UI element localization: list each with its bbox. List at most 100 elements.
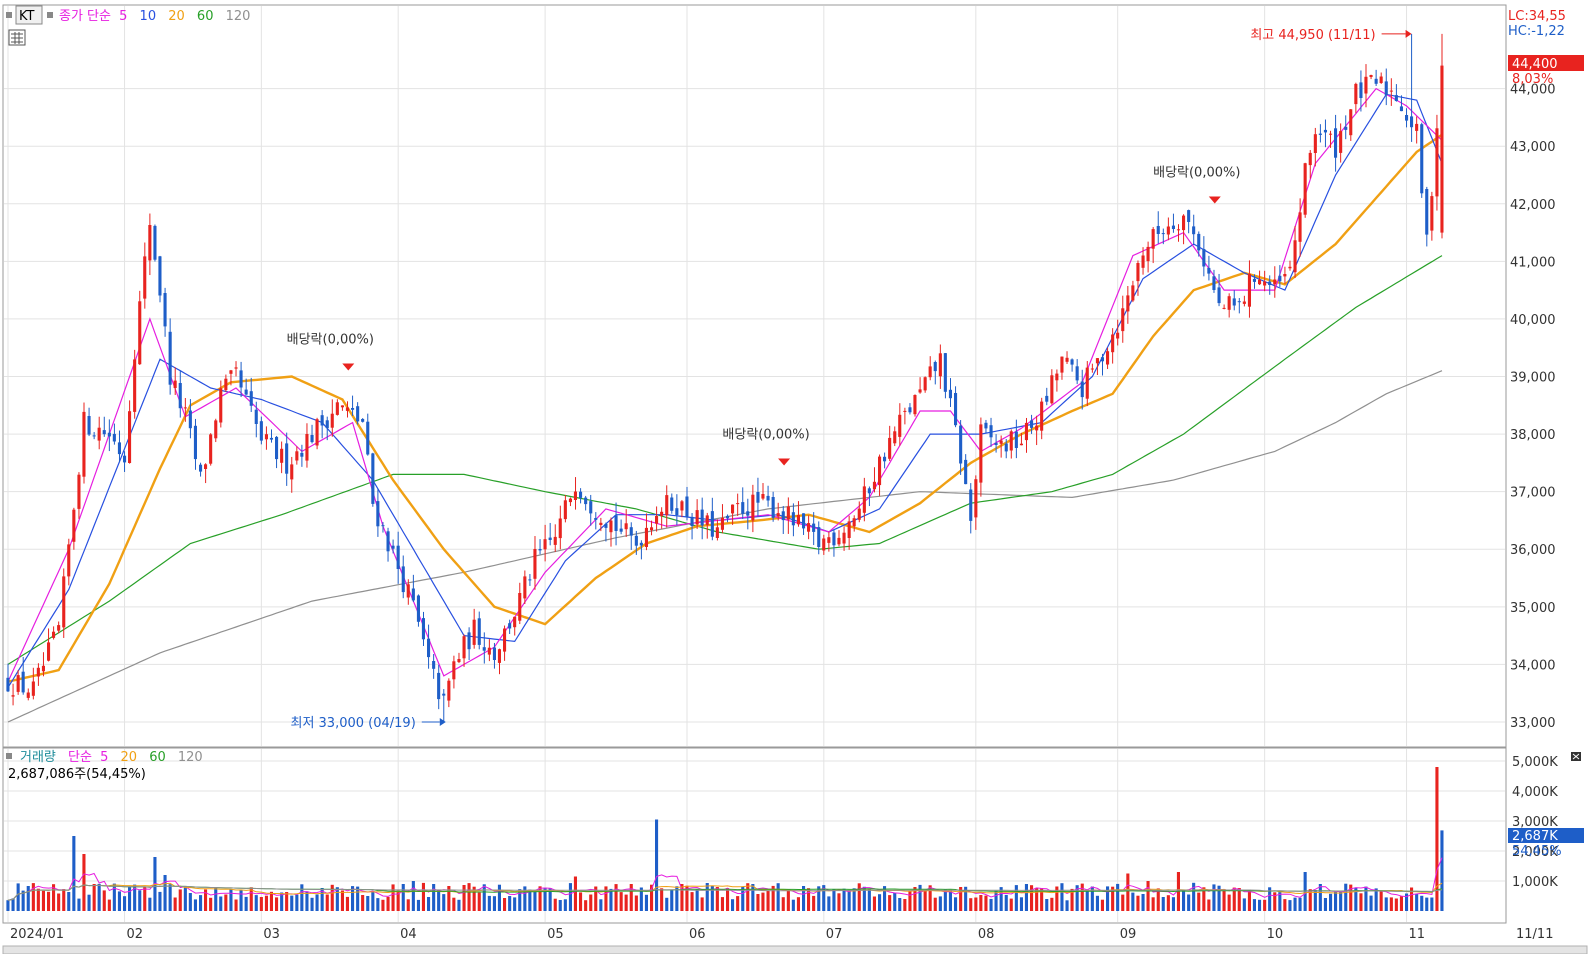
volume-bar: [102, 890, 106, 911]
volume-bar: [452, 897, 456, 911]
candle-body: [741, 502, 745, 514]
volume-bar: [731, 899, 735, 911]
candle-body: [1136, 263, 1140, 282]
volume-bar: [1060, 883, 1064, 911]
candle-body: [386, 531, 390, 552]
candle-body: [295, 451, 299, 461]
volume-bar: [391, 884, 395, 911]
symbol-box[interactable]: [15, 5, 43, 25]
candle-body: [822, 538, 826, 551]
date-axis-labels: 2024/01 02 03 04 05 06 07 08 09 10 11: [10, 927, 1425, 942]
date-tick-label: 2024/01: [10, 927, 64, 942]
candle-body: [234, 367, 238, 369]
svg-text:종가 단순 5 10 20: 종가 단순 5 10 20 60 120: [59, 9, 250, 24]
volume-ma-120: 120: [178, 750, 203, 765]
candle-body: [1237, 301, 1241, 303]
candle-body: [163, 293, 167, 327]
volume-bar: [199, 895, 203, 911]
candle-body: [1207, 267, 1211, 274]
volume-bar: [812, 895, 816, 911]
volume-bar: [1197, 892, 1201, 911]
volume-bar: [148, 897, 152, 911]
candle-body: [107, 432, 111, 437]
volume-bar: [224, 894, 228, 911]
candle-body: [497, 649, 501, 663]
ma-legend-10: 10: [140, 9, 157, 24]
candle-body: [1364, 76, 1368, 94]
volume-bar: [680, 884, 684, 911]
candle-body: [128, 411, 132, 463]
volume-axis-ticks: 1,000K 2,000K 3,000K 4,000K 5,000K: [1512, 755, 1558, 890]
volume-bar: [898, 898, 902, 911]
date-tick-label: 04: [400, 927, 417, 942]
volume-bar: [259, 897, 263, 911]
svg-text:거래량 단순 5 20 60: 거래량 단순 5 20 60 120: [20, 750, 203, 765]
volume-bar: [457, 899, 461, 911]
candle-body: [644, 527, 648, 547]
volume-bar: [1359, 893, 1363, 911]
volume-bar: [310, 897, 314, 911]
volume-bar: [1090, 886, 1094, 911]
volume-bar: [47, 891, 51, 911]
volume-bar: [513, 897, 517, 911]
volume-bar: [700, 897, 704, 911]
volume-bar: [1364, 886, 1368, 911]
volume-bar: [1192, 882, 1196, 911]
candle-body: [746, 511, 750, 516]
candle-body: [280, 448, 284, 463]
volume-bar: [786, 890, 790, 911]
volume-bar: [984, 895, 988, 911]
legend-bullet: [47, 12, 53, 18]
scrollbar[interactable]: [2, 945, 1588, 954]
candle-body: [269, 437, 273, 440]
volume-bar: [442, 894, 446, 911]
candle-body: [447, 680, 451, 701]
candle-body: [1339, 131, 1343, 153]
volume-bar: [568, 883, 572, 911]
volume-bar: [893, 892, 897, 911]
calculator-icon[interactable]: [8, 29, 26, 46]
lc-value: LC:34,55: [1508, 9, 1566, 24]
volume-bar: [1329, 893, 1333, 911]
candle-body: [254, 409, 258, 424]
volume-bar: [720, 897, 724, 911]
volume-bar: [1141, 894, 1145, 911]
candle-body: [1374, 78, 1378, 84]
volume-bar: [503, 898, 507, 911]
volume-bar: [52, 884, 56, 911]
candle-body: [837, 537, 841, 545]
candle-body: [994, 442, 998, 445]
volume-bar: [533, 890, 537, 911]
volume-bar: [97, 883, 101, 911]
volume-bar: [1237, 888, 1241, 911]
candle-body: [1065, 357, 1069, 362]
candle-body: [315, 419, 319, 446]
candle-body: [1217, 287, 1221, 304]
volume-bar: [1161, 897, 1165, 911]
close-icon[interactable]: [1571, 752, 1581, 761]
volume-bar: [589, 894, 593, 911]
volume-bar: [163, 875, 167, 911]
candle-body: [695, 510, 699, 525]
volume-bar: [878, 894, 882, 911]
candle-body: [396, 545, 400, 569]
volume-bar: [923, 890, 927, 911]
volume-tick-label: 1,000K: [1512, 875, 1558, 890]
volume-bar: [883, 886, 887, 911]
candle-body: [913, 395, 917, 415]
dividend-markers: 배당락(0,00%) 배당락(0,00%) 배당락(0,00%): [287, 165, 1240, 466]
volume-bar: [361, 895, 365, 911]
candle-body: [320, 415, 324, 426]
volume-bar: [969, 898, 973, 911]
dividend-label: 배당락(0,00%): [287, 332, 374, 347]
candle-body: [345, 407, 349, 411]
volume-bar: [285, 892, 289, 911]
candle-body: [1045, 395, 1049, 402]
price-tick-label: 35,000: [1510, 601, 1556, 616]
candle-body: [1035, 425, 1039, 431]
candle-body: [558, 518, 562, 539]
volume-bar: [1146, 881, 1150, 911]
volume-bar: [751, 884, 755, 911]
volume-bar: [340, 890, 344, 911]
volume-bar: [938, 896, 942, 911]
